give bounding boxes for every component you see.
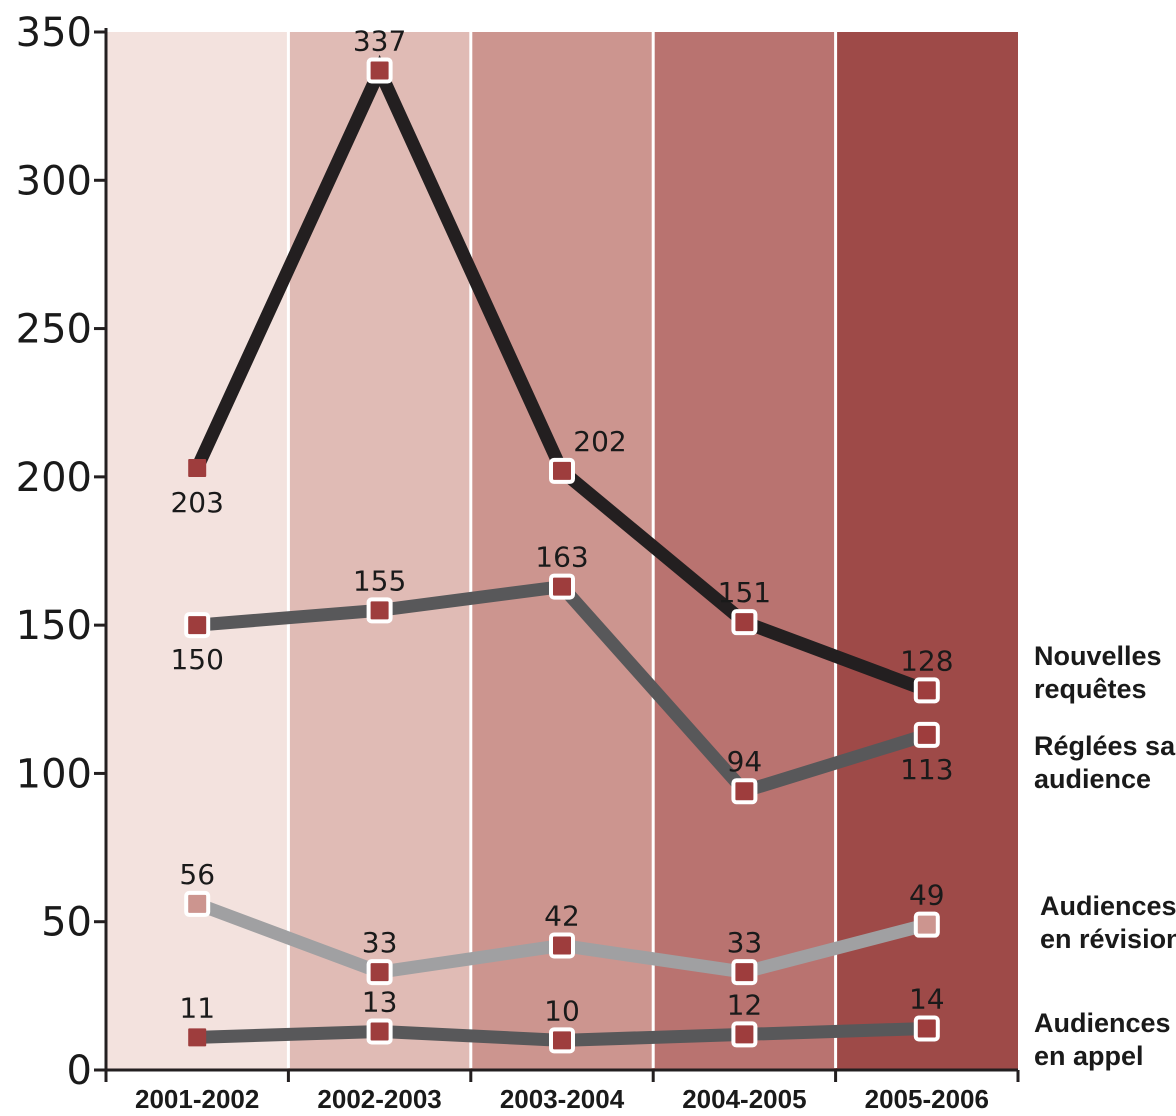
marker-s1-1 [366,597,393,624]
data-label-s2-4: 49 [909,879,945,912]
marker-s1-3 [731,778,758,805]
y-tick-label-100: 100 [16,751,92,797]
y-tick-label-200: 200 [16,455,92,501]
band-2005-2006 [835,32,1018,1070]
marker-s3-3 [731,1021,758,1048]
data-label-s3-2: 10 [544,994,580,1027]
marker-s2-0 [184,890,211,917]
marker-s0-0 [188,458,207,477]
data-label-s2-3: 33 [727,926,763,959]
legend-label-s1-0: Réglées sans [1034,731,1176,761]
y-tick-label-50: 50 [41,900,92,946]
data-label-s3-3: 12 [727,988,763,1021]
x-tick-label-2005-2006: 2005-2006 [865,1084,989,1114]
data-label-s3-0: 11 [179,991,215,1024]
x-tick-label-2003-2004: 2003-2004 [500,1084,625,1114]
band-2002-2003 [288,32,471,1070]
legend-label-s2-0: Audiences [1040,891,1176,921]
data-label-s1-0: 150 [170,643,223,676]
x-tick-label-2004-2005: 2004-2005 [682,1084,806,1114]
marker-s1-2 [549,573,575,600]
data-label-s0-1: 337 [353,25,406,58]
data-label-s2-2: 42 [544,899,580,932]
legend-label-s0-0: Nouvelles [1034,641,1162,671]
y-tick-label-0: 0 [67,1048,92,1094]
data-label-s1-1: 155 [353,564,406,597]
data-label-s1-4: 113 [900,753,953,786]
marker-s3-1 [366,1018,393,1045]
marker-s2-2 [549,932,575,959]
marker-s0-1 [366,57,393,84]
axes: 0 50 100 150 200 250 300 350 2001-2002 2002-2003 2… [16,10,1020,1114]
marker-s0-2 [549,457,575,484]
x-tick-label-2001-2002: 2001-2002 [135,1084,259,1114]
data-label-s2-1: 33 [362,926,398,959]
data-label-s2-0: 56 [179,858,215,891]
marker-s2-4 [913,911,940,938]
data-label-s0-0: 203 [170,486,223,519]
legend-label-s0-1: requêtes [1034,674,1147,704]
marker-s1-0 [184,612,211,639]
marker-s0-4 [913,677,940,704]
band-2003-2004 [470,32,654,1070]
marker-s1-4 [913,721,940,748]
band-2004-2005 [653,32,836,1070]
legend-label-s3-0: Audiences [1034,1008,1171,1038]
marker-s2-1 [366,959,393,986]
data-labels: 56 33 42 33 49 11 13 10 12 14 150 155 163 94 113 203 337… [170,25,953,1028]
marker-s3-4 [913,1015,940,1042]
data-label-s3-4: 14 [909,982,945,1015]
marker-s0-3 [731,609,758,636]
marker-s2-3 [731,959,758,986]
marker-s3-0 [188,1028,207,1047]
series-markers [184,57,940,1054]
data-label-s1-2: 163 [535,541,588,574]
y-tick-label-250: 250 [16,307,92,353]
data-label-s0-4: 128 [900,644,953,677]
legend-label-s3-1: en appel [1034,1041,1144,1071]
marker-s3-2 [549,1027,575,1054]
y-tick-label-300: 300 [16,158,92,204]
data-label-s0-3: 151 [718,576,771,609]
legend-label-s2-1: en révision [1040,924,1176,954]
data-label-s3-1: 13 [362,985,398,1018]
x-tick-label-2002-2003: 2002-2003 [317,1084,441,1114]
legend-label-s1-1: audience [1034,764,1151,794]
y-tick-label-150: 150 [16,603,92,649]
data-label-s0-2: 202 [573,425,626,458]
data-label-s1-3: 94 [727,745,763,778]
y-tick-label-350: 350 [16,10,92,56]
